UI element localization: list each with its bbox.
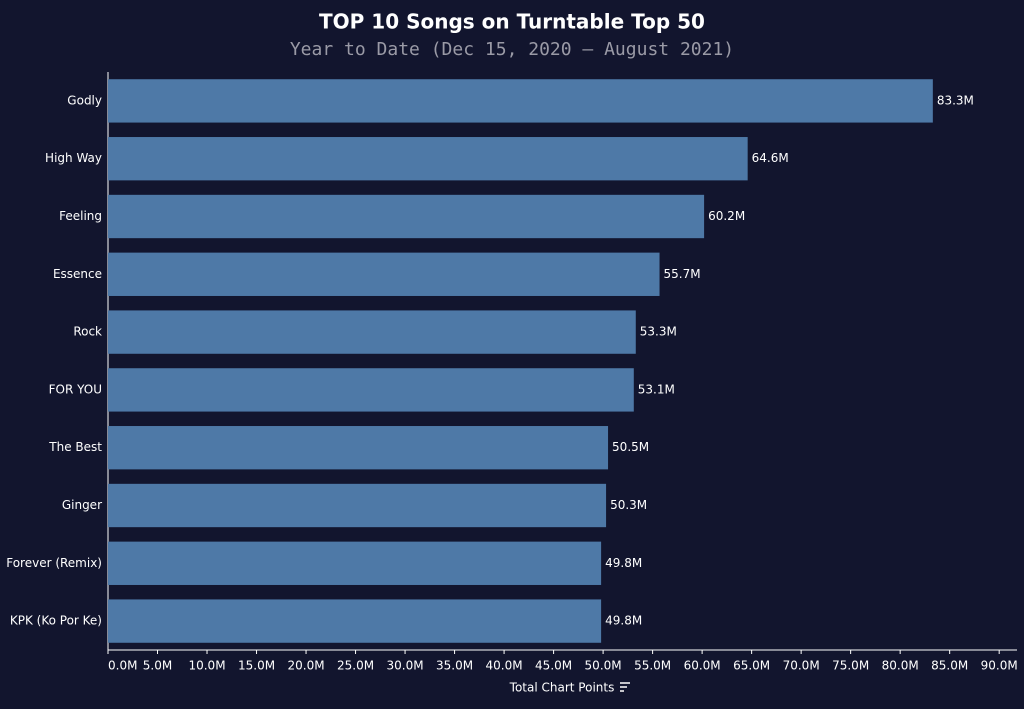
value-label: 50.3M	[610, 498, 647, 512]
x-tick-label: 45.0M	[535, 659, 572, 673]
x-tick-label: 55.0M	[634, 659, 671, 673]
y-tick-label: Godly	[67, 93, 102, 107]
value-label: 53.1M	[638, 382, 675, 396]
x-tick-label: 25.0M	[337, 659, 374, 673]
value-label: 83.3M	[937, 93, 974, 107]
sort-icon[interactable]	[620, 682, 630, 692]
bar	[108, 252, 660, 296]
value-label: 55.7M	[664, 267, 701, 281]
x-tick-label: 50.0M	[585, 659, 622, 673]
bar	[108, 541, 602, 585]
y-tick-label: Forever (Remix)	[6, 556, 102, 570]
value-label: 49.8M	[605, 614, 642, 628]
bar	[108, 368, 634, 412]
x-tick-label: 30.0M	[387, 659, 424, 673]
x-tick-label: 40.0M	[486, 659, 523, 673]
chart-title: TOP 10 Songs on Turntable Top 50	[319, 10, 705, 34]
y-tick-label: KPK (Ko Por Ke)	[10, 614, 102, 628]
value-label: 50.5M	[612, 440, 649, 454]
bar	[108, 483, 607, 528]
bar	[108, 79, 933, 123]
x-tick-label: 0.0M	[108, 659, 137, 673]
bar	[108, 137, 748, 181]
chart-subtitle: Year to Date (Dec 15, 2020 — August 2021…	[290, 39, 734, 60]
x-tick-label: 90.0M	[981, 659, 1018, 673]
x-tick-label: 5.0M	[143, 659, 172, 673]
x-tick-label: 20.0M	[288, 659, 325, 673]
x-axis-title: Total Chart Points	[509, 681, 615, 695]
bar	[108, 426, 609, 470]
x-tick-label: 80.0M	[882, 659, 919, 673]
y-tick-label: Feeling	[59, 209, 102, 223]
y-tick-label: Rock	[73, 325, 102, 339]
y-tick-label: FOR YOU	[49, 382, 102, 396]
x-tick-label: 15.0M	[238, 659, 275, 673]
bar	[108, 310, 636, 354]
y-tick-label: High Way	[45, 151, 102, 165]
value-label: 64.6M	[752, 151, 789, 165]
y-tick-label: Essence	[53, 267, 102, 281]
bar	[108, 599, 602, 643]
x-tick-label: 60.0M	[684, 659, 721, 673]
x-tick-label: 70.0M	[783, 659, 820, 673]
value-label: 60.2M	[708, 209, 745, 223]
y-tick-label: Ginger	[62, 498, 102, 512]
x-tick-label: 35.0M	[436, 659, 473, 673]
y-tick-label: The Best	[48, 440, 102, 454]
x-tick-label: 75.0M	[832, 659, 869, 673]
x-tick-label: 10.0M	[188, 659, 225, 673]
bar	[108, 194, 705, 239]
value-label: 49.8M	[605, 556, 642, 570]
x-tick-label: 85.0M	[931, 659, 968, 673]
x-tick-label: 65.0M	[733, 659, 770, 673]
value-label: 53.3M	[640, 325, 677, 339]
